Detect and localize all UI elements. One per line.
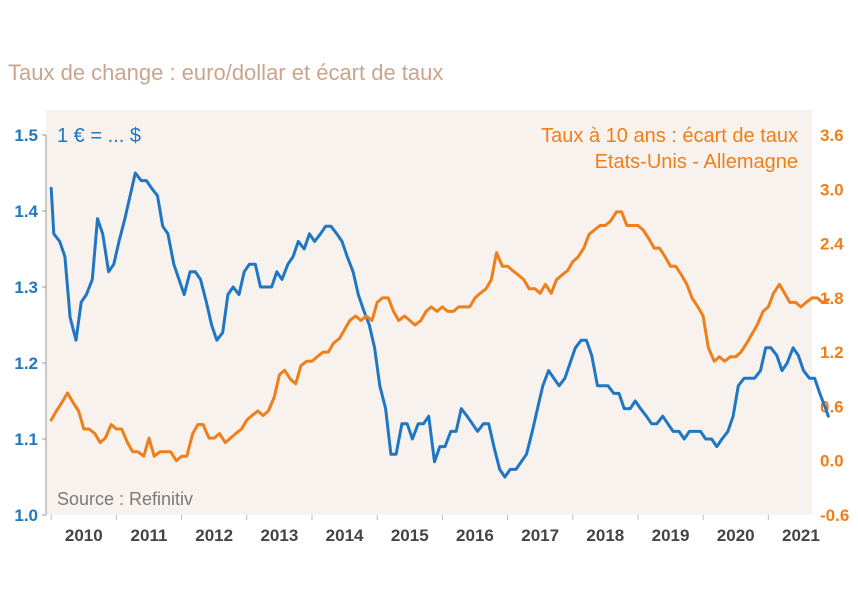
left-tick-label: 1.5 [14,126,38,145]
x-tick-label: 2014 [326,526,364,545]
x-tick-label: 2017 [521,526,559,545]
x-tick-label: 2013 [260,526,298,545]
right-tick-label: 3.0 [820,180,844,199]
x-tick-label: 2012 [195,526,233,545]
right-tick-label: -0.6 [820,506,849,525]
right-tick-label: 2.4 [820,235,844,254]
right-axis: -0.60.00.61.21.82.43.03.6 [820,126,849,525]
x-tick-label: 2020 [717,526,755,545]
x-tick-label: 2010 [65,526,103,545]
x-tick-label: 2019 [652,526,690,545]
left-tick-label: 1.1 [14,430,38,449]
x-tick-label: 2011 [131,526,168,545]
right-axis-label-line-2: Etats-Unis - Allemagne [595,151,798,173]
x-axis: 2010 2011 2012 2013 2014 2015 2016 2017 2018 2019… [50,515,820,545]
source-note: Source : Refinitiv [57,489,193,509]
series-line-eurusd [49,171,830,479]
left-tick-label: 1.2 [14,354,38,373]
x-tick-label: 2015 [391,526,429,545]
series-layer [49,171,830,479]
right-axis-label-line-1: Taux à 10 ans : écart de taux [541,125,798,147]
left-axis: 1.0 1.1 1.2 1.3 1.4 1.5 [14,126,46,525]
left-tick-label: 1.0 [14,506,38,525]
chart-title: Taux de change : euro/dollar et écart de… [8,60,444,85]
x-tick-label: 2016 [456,526,494,545]
right-tick-label: 1.2 [820,343,844,362]
right-tick-label: 1.8 [820,289,844,308]
right-tick-label: 0.0 [820,452,844,471]
left-tick-label: 1.4 [14,202,38,221]
x-tick-label: 2021 [782,526,820,545]
right-tick-label: 3.6 [820,126,844,145]
left-tick-label: 1.3 [14,278,38,297]
x-tick-label: 2018 [586,526,624,545]
left-axis-label: 1 € = ... $ [57,125,141,147]
series-line-rate-spread [49,210,830,463]
plot-panel [46,110,812,515]
